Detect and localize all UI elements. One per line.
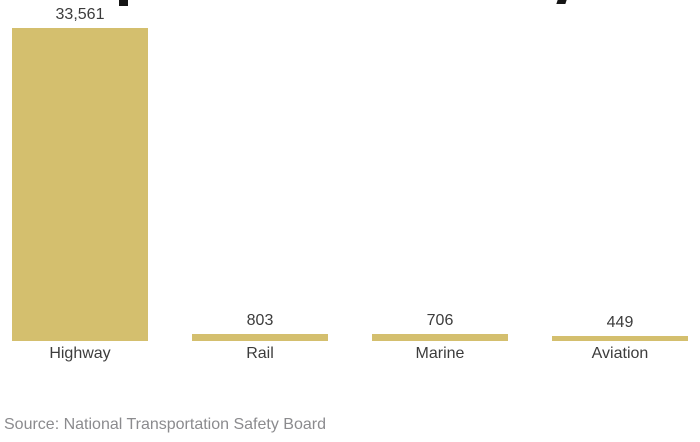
bar-column-highway: 33,561 [12,7,148,341]
bar-value-label-marine: 706 [426,312,454,329]
bar-value-label-highway: 33,561 [55,6,105,23]
x-label-aviation: Aviation [591,345,649,362]
source-credit: Source: National Transportation Safety B… [4,416,326,433]
bar-value-label-rail: 803 [246,312,274,329]
plot-area: 33,561 803 706 449 [12,0,688,341]
bar-value-label-aviation: 449 [606,314,634,331]
bar-marine [372,334,508,341]
x-label-rail: Rail [246,345,274,362]
bar-column-marine: 706 [372,313,508,341]
cropped-title-glyph-fragment-left [119,0,128,6]
bar-highway [12,28,148,341]
x-label-highway: Highway [49,345,111,362]
bar-aviation [552,336,688,341]
bar-column-rail: 803 [192,313,328,341]
bar-column-aviation: 449 [552,315,688,341]
bar-rail [192,334,328,341]
x-label-marine: Marine [415,345,465,362]
x-axis-labels: Highway Rail Marine Aviation [12,346,688,362]
